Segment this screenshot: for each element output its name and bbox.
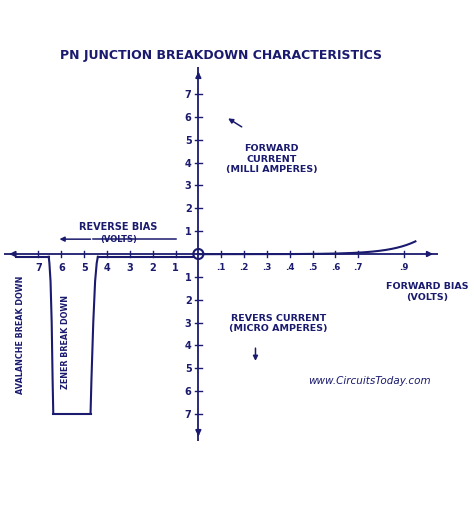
Text: .7: .7 [354, 263, 363, 271]
Text: 1: 1 [185, 272, 191, 282]
Text: .3: .3 [262, 263, 272, 271]
Text: 2: 2 [185, 204, 191, 214]
Text: 7: 7 [185, 90, 191, 100]
Text: .1: .1 [217, 263, 226, 271]
Text: FORWARD BIAS
(VOLTS): FORWARD BIAS (VOLTS) [385, 282, 468, 301]
Text: 6: 6 [185, 386, 191, 397]
Text: 7: 7 [185, 409, 191, 419]
Text: 4: 4 [104, 263, 110, 272]
Text: 6: 6 [58, 263, 64, 272]
Text: 3: 3 [185, 318, 191, 328]
Text: REVERSE BIAS: REVERSE BIAS [79, 222, 157, 232]
Text: 4: 4 [185, 158, 191, 168]
Text: ZENER BREAK DOWN: ZENER BREAK DOWN [61, 294, 70, 388]
Text: 3: 3 [127, 263, 133, 272]
Text: 5: 5 [185, 135, 191, 146]
Text: 3: 3 [185, 181, 191, 191]
Text: .2: .2 [239, 263, 249, 271]
Text: 7: 7 [35, 263, 42, 272]
Text: 5: 5 [81, 263, 88, 272]
Text: 5: 5 [185, 363, 191, 374]
Text: AVALANCHE BREAK DOWN: AVALANCHE BREAK DOWN [16, 275, 25, 393]
Title: PN JUNCTION BREAKDOWN CHARACTERISTICS: PN JUNCTION BREAKDOWN CHARACTERISTICS [60, 49, 382, 62]
Text: 2: 2 [149, 263, 156, 272]
Text: .4: .4 [285, 263, 294, 271]
Text: 4: 4 [185, 341, 191, 351]
Text: .9: .9 [399, 263, 409, 271]
Text: 1: 1 [185, 227, 191, 237]
Text: 1: 1 [172, 263, 179, 272]
Text: .6: .6 [331, 263, 340, 271]
Text: www.CircuitsToday.com: www.CircuitsToday.com [309, 375, 431, 385]
Text: .5: .5 [308, 263, 317, 271]
Text: FORWARD
CURRENT
(MILLI AMPERES): FORWARD CURRENT (MILLI AMPERES) [226, 144, 317, 174]
Text: 6: 6 [185, 112, 191, 123]
Text: 2: 2 [185, 295, 191, 305]
Text: REVERS CURRENT
(MICRO AMPERES): REVERS CURRENT (MICRO AMPERES) [229, 313, 328, 332]
Text: (VOLTS): (VOLTS) [100, 234, 137, 243]
